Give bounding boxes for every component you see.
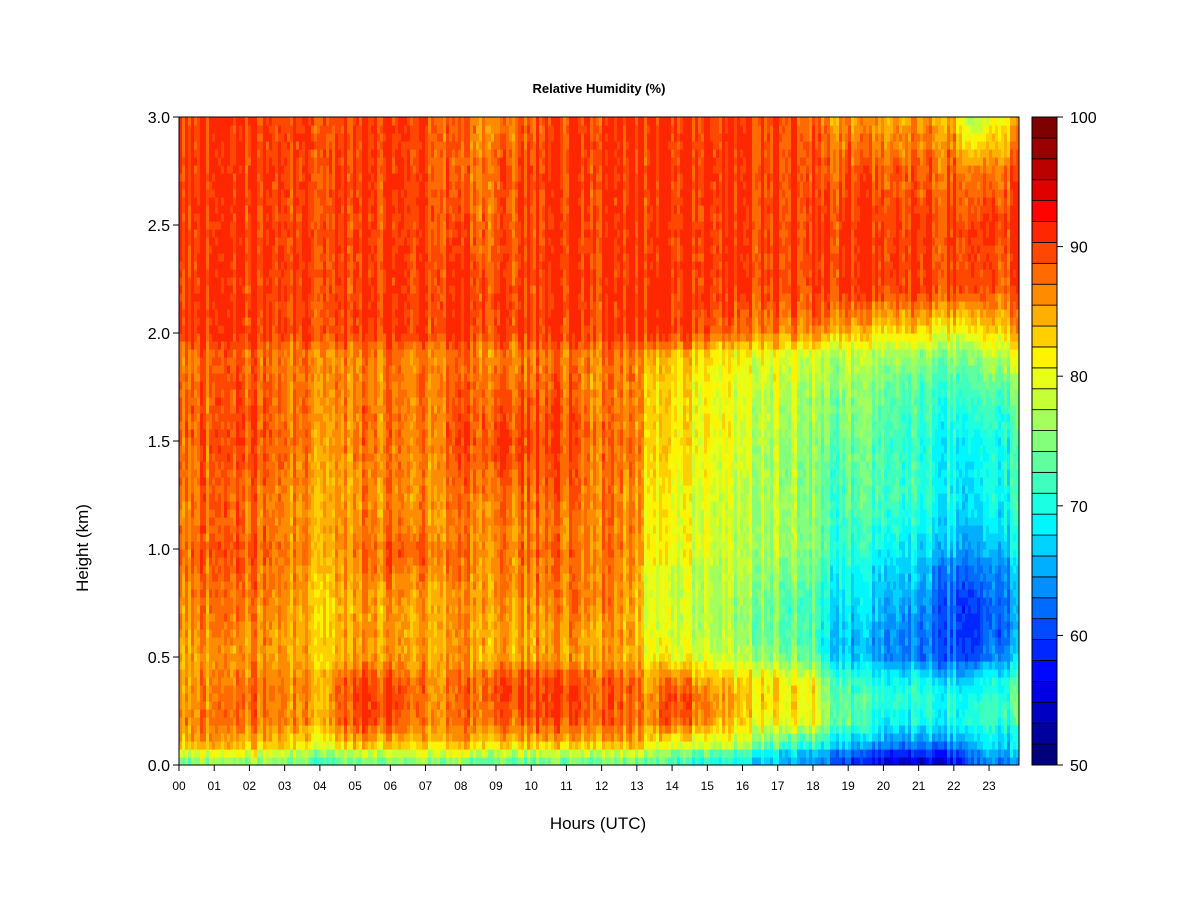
plot-area: [179, 117, 1020, 766]
chart-title: Relative Humidity (%): [533, 81, 666, 96]
heatmap-cells: [179, 117, 1020, 766]
